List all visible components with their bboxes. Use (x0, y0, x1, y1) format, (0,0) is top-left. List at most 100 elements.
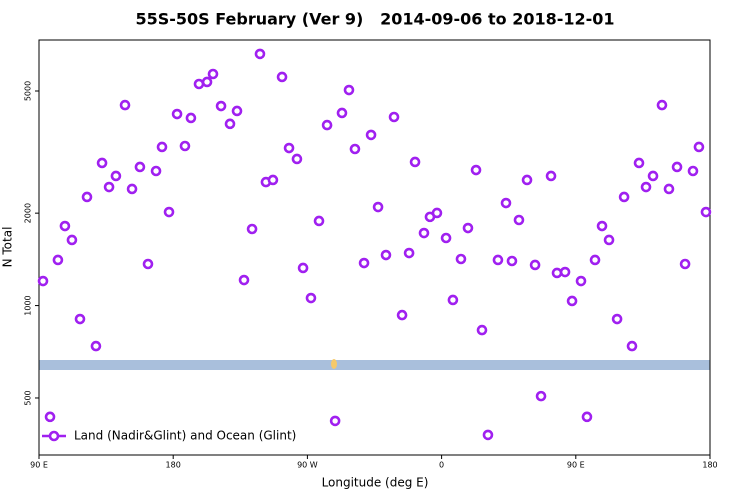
point (581, 411, 593, 423)
point (418, 227, 430, 239)
point (96, 157, 108, 169)
point (52, 254, 64, 266)
legend-marker (48, 430, 60, 442)
x-tick-label: 90 W (297, 461, 318, 470)
point (618, 191, 630, 203)
point (671, 161, 683, 173)
overlay-band (39, 360, 710, 370)
point (110, 170, 122, 182)
point (482, 429, 494, 441)
point (297, 262, 309, 274)
point (409, 156, 421, 168)
point (171, 108, 183, 120)
point (500, 197, 512, 209)
point (603, 234, 615, 246)
point (343, 84, 355, 96)
point (626, 340, 638, 352)
point (305, 292, 317, 304)
point (163, 206, 175, 218)
point (647, 170, 659, 182)
point (431, 207, 443, 219)
plot-frame (38, 39, 711, 456)
point (329, 415, 341, 427)
point (207, 68, 219, 80)
y-axis-label: N Total (1, 227, 15, 268)
point (126, 183, 138, 195)
point (566, 295, 578, 307)
point (134, 161, 146, 173)
point (372, 201, 384, 213)
point (246, 223, 258, 235)
point (470, 164, 482, 176)
point (358, 257, 370, 269)
point (521, 174, 533, 186)
point (535, 390, 547, 402)
point (44, 411, 56, 423)
point (231, 105, 243, 117)
point (596, 220, 608, 232)
point (640, 181, 652, 193)
point (90, 340, 102, 352)
point (506, 255, 518, 267)
x-tick-label: 90 E (30, 461, 48, 470)
point (589, 254, 601, 266)
point (103, 181, 115, 193)
point (156, 141, 168, 153)
point (81, 191, 93, 203)
point (313, 215, 325, 227)
point (291, 153, 303, 165)
point (403, 247, 415, 259)
point (455, 253, 467, 265)
y-tick-label: 1000 (24, 295, 33, 315)
point (224, 118, 236, 130)
point (37, 275, 49, 287)
point (633, 157, 645, 169)
point (185, 112, 197, 124)
point (119, 99, 131, 111)
point (513, 214, 525, 226)
point (66, 234, 78, 246)
x-tick-label: 0 (439, 461, 444, 470)
x-axis-label: Longitude (deg E) (322, 476, 429, 490)
point (336, 107, 348, 119)
point (74, 313, 86, 325)
y-tick-label: 2000 (24, 203, 33, 223)
point (575, 275, 587, 287)
point (215, 100, 227, 112)
point (687, 165, 699, 177)
point (349, 143, 361, 155)
point (283, 142, 295, 154)
point (388, 111, 400, 123)
legend-label: Land (Nadir&Glint) and Ocean (Glint) (74, 429, 296, 443)
x-tick-label: 90 E (567, 461, 585, 470)
point (611, 313, 623, 325)
point (447, 294, 459, 306)
point (476, 324, 488, 336)
point (193, 78, 205, 90)
point (693, 141, 705, 153)
point (150, 165, 162, 177)
point (142, 258, 154, 270)
point (365, 129, 377, 141)
x-tick-label: 180 (166, 461, 181, 470)
point (663, 183, 675, 195)
point (551, 267, 563, 279)
point (238, 274, 250, 286)
point (559, 266, 571, 278)
point (545, 170, 557, 182)
point (396, 309, 408, 321)
point (254, 48, 266, 60)
overlay-spot (331, 359, 337, 369)
x-tick-label: 180 (702, 461, 717, 470)
chart-title: 55S-50S February (Ver 9) 2014-09-06 to 2… (135, 10, 614, 29)
point (462, 222, 474, 234)
point (656, 99, 668, 111)
point (679, 258, 691, 270)
point (529, 259, 541, 271)
point (440, 232, 452, 244)
point (321, 119, 333, 131)
point (492, 254, 504, 266)
point (380, 249, 392, 261)
y-tick-label: 500 (24, 390, 33, 405)
point (700, 206, 712, 218)
